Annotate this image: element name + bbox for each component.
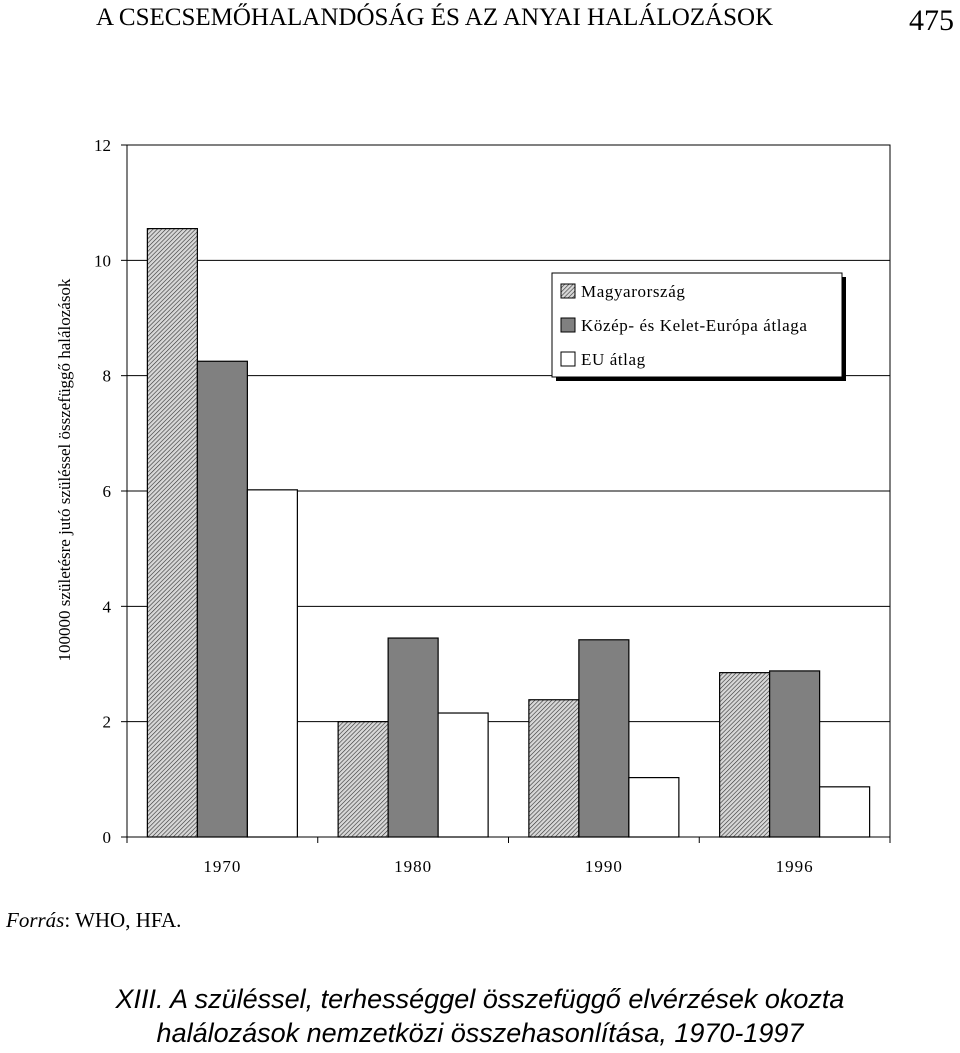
y-tick-label: 6	[103, 482, 112, 501]
legend-swatch	[560, 351, 576, 367]
legend-label: EU átlag	[581, 350, 646, 369]
legend-label: Közép- és Kelet-Európa átlaga	[581, 316, 808, 335]
legend-swatch	[560, 283, 576, 299]
y-tick-label: 12	[94, 136, 111, 155]
legend-box	[551, 272, 843, 378]
axes: 0 2 4 6 8 10 12 1970 1980 1990 1996	[94, 136, 891, 876]
y-tick-label: 4	[103, 597, 112, 616]
bar-1990-series-1	[528, 699, 580, 838]
x-tick-label: 1990	[585, 857, 623, 876]
source-text: : WHO, HFA.	[64, 908, 182, 932]
figure-caption-line-1: XIII. A szüléssel, terhességgel összefüg…	[115, 984, 845, 1014]
legend-swatch	[560, 317, 576, 333]
y-tick-label: 2	[103, 713, 112, 732]
page-header-title: A CSECSEMŐHALANDÓSÁG ÉS AZ ANYAI HALÁLOZ…	[96, 4, 774, 31]
legend: Magyarország Közép- és Kelet-Európa átlag…	[551, 272, 846, 381]
y-tick-label: 8	[103, 367, 112, 386]
bar-1980-series-3	[437, 712, 489, 838]
source-label: Forrás	[6, 908, 65, 932]
legend-label: Magyarország	[581, 282, 685, 301]
bar-1990-series-3	[628, 777, 680, 838]
bars	[146, 228, 871, 838]
y-tick-label: 0	[103, 828, 112, 847]
figure-caption-line-2: halálozások nemzetközi összehasonlítása,…	[156, 1018, 804, 1048]
bar-1996-series-3	[819, 786, 871, 838]
y-axis-label: 100000 születésre jutó szüléssel összefü…	[55, 278, 74, 661]
bar-1980-series-2	[387, 637, 439, 838]
bar-1970-series-2	[196, 360, 248, 838]
y-tick-label: 10	[94, 251, 111, 270]
bar-1996-series-1	[719, 672, 771, 838]
source-note: Forrás: WHO, HFA.	[6, 908, 181, 933]
bar-1980-series-1	[337, 721, 389, 838]
bar-1970-series-3	[246, 489, 298, 838]
page-number: 475	[909, 4, 954, 37]
bar-1990-series-2	[578, 639, 630, 838]
x-tick-label: 1970	[203, 857, 241, 876]
x-tick-label: 1980	[394, 857, 432, 876]
bar-chart: 0 2 4 6 8 10 12 1970 1980 1990 1996 100000 születé…	[55, 136, 891, 876]
bar-1970-series-1	[146, 228, 198, 838]
bar-1996-series-2	[769, 670, 821, 838]
x-tick-label: 1996	[776, 857, 814, 876]
